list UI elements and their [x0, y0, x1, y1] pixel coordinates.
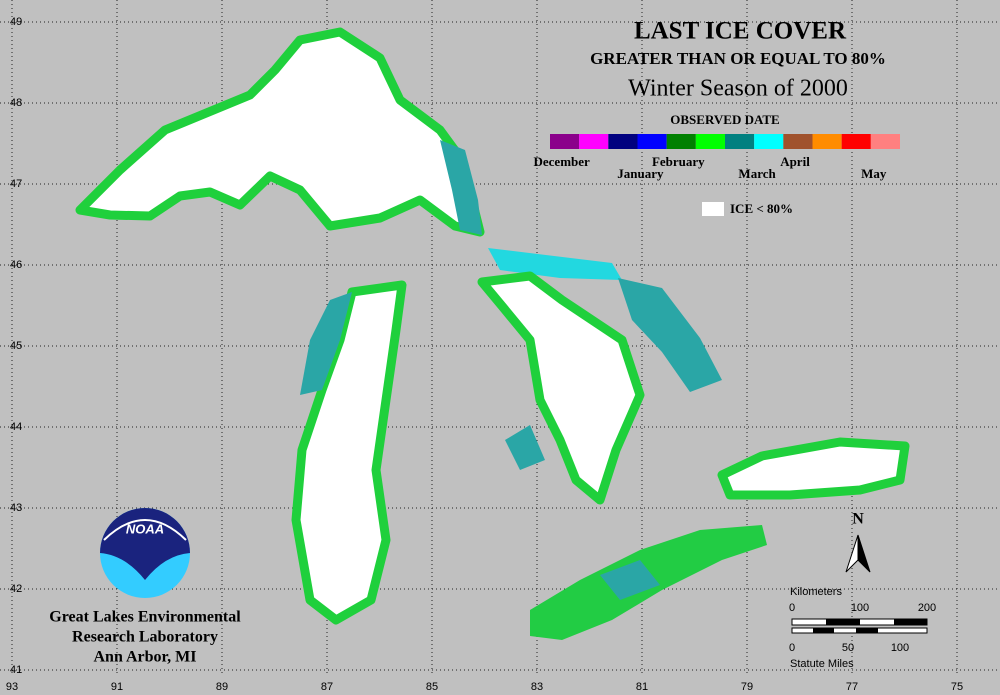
subtitle: GREATER THAN OR EQUAL TO 80%: [590, 49, 886, 68]
logo-text: NOAA: [126, 521, 164, 536]
longitude-label: 87: [321, 681, 333, 693]
north-channel: [488, 248, 622, 280]
credit: Research Laboratory: [72, 629, 218, 646]
mi-tick: 0: [789, 642, 795, 654]
legend-swatch: [783, 134, 813, 149]
credit: Ann Arbor, MI: [94, 649, 197, 666]
no-ice-swatch: [702, 202, 724, 216]
lake-michigan: [291, 280, 407, 625]
longitude-label: 93: [6, 681, 18, 693]
legend-swatch: [550, 134, 580, 149]
title: LAST ICE COVER: [634, 18, 847, 45]
km-label: Kilometers: [790, 586, 842, 598]
legend-swatch: [870, 134, 900, 149]
latitude-label: 45: [10, 340, 22, 352]
legend-swatch: [812, 134, 842, 149]
latitude-label: 48: [10, 97, 22, 109]
credit: Great Lakes Environmental: [49, 609, 241, 626]
latitude-label: 41: [10, 664, 22, 676]
lake-superior: [75, 27, 485, 237]
longitude-label: 79: [741, 681, 753, 693]
legend-swatch: [841, 134, 871, 149]
superior-east-ice: [440, 140, 482, 235]
km-tick: 0: [789, 602, 795, 614]
legend-swatch: [608, 134, 638, 149]
latitude-label: 44: [10, 421, 22, 433]
legend-label: March: [738, 166, 776, 181]
legend-swatch: [666, 134, 696, 149]
latitude-label: 43: [10, 502, 22, 514]
mi-tick: 50: [842, 642, 854, 654]
legend-label: February: [652, 154, 705, 169]
legend-label: December: [534, 154, 591, 169]
lake-ontario: [717, 437, 910, 500]
legend-swatch: [637, 134, 667, 149]
no-ice-label: ICE < 80%: [730, 201, 793, 216]
longitude-label: 75: [951, 681, 963, 693]
legend-swatch: [725, 134, 755, 149]
longitude-label: 77: [846, 681, 858, 693]
longitude-label: 83: [531, 681, 543, 693]
legend-label: April: [780, 154, 810, 169]
legend-swatch: [695, 134, 725, 149]
legend-swatch: [754, 134, 784, 149]
mi-tick: 100: [891, 642, 909, 654]
season: Winter Season of 2000: [628, 76, 848, 102]
km-tick: 100: [851, 602, 869, 614]
noaa-logo: [100, 508, 190, 598]
erie-ice: [600, 560, 660, 600]
longitude-label: 85: [426, 681, 438, 693]
georgian-bay: [618, 278, 722, 392]
legend-title: OBSERVED DATE: [670, 112, 779, 127]
latitude-label: 47: [10, 178, 22, 190]
legend-label: January: [617, 166, 664, 181]
km-tick: 200: [918, 602, 936, 614]
mi-label: Statute Miles: [790, 658, 854, 670]
longitude-label: 89: [216, 681, 228, 693]
latitude-label: 42: [10, 583, 22, 595]
latitude-label: 49: [10, 16, 22, 28]
legend-label: May: [861, 166, 887, 181]
green-bay: [300, 292, 352, 395]
longitude-label: 81: [636, 681, 648, 693]
north-label: N: [852, 511, 864, 528]
longitude-label: 91: [111, 681, 123, 693]
north-arrow: [857, 534, 871, 573]
latitude-label: 46: [10, 259, 22, 271]
lakes: [75, 27, 910, 640]
scale-bar: [791, 618, 928, 634]
legend-swatch: [579, 134, 609, 149]
lake-huron: [477, 271, 645, 505]
saginaw-bay: [505, 425, 545, 470]
